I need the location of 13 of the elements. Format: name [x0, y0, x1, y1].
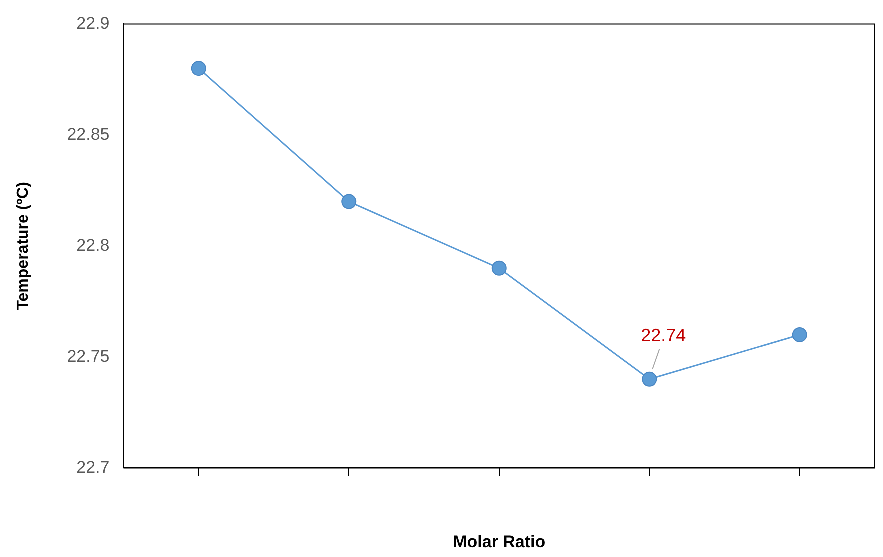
y-axis-title: Temperature (ºC) — [15, 182, 32, 310]
point — [492, 260, 507, 276]
point — [191, 61, 206, 76]
y-tick-label: 22.8 — [76, 236, 110, 255]
x-axis-title: Molar Ratio — [453, 532, 546, 552]
y-tick-label: 22.9 — [76, 14, 110, 33]
point — [642, 372, 658, 387]
y-tick-label: 22.75 — [67, 346, 110, 366]
y-tick-label: 22.85 — [67, 124, 110, 144]
data-label: 22.74 — [641, 325, 686, 346]
point — [342, 194, 357, 210]
point — [792, 328, 808, 342]
y-tick-label: 22.7 — [76, 458, 110, 477]
